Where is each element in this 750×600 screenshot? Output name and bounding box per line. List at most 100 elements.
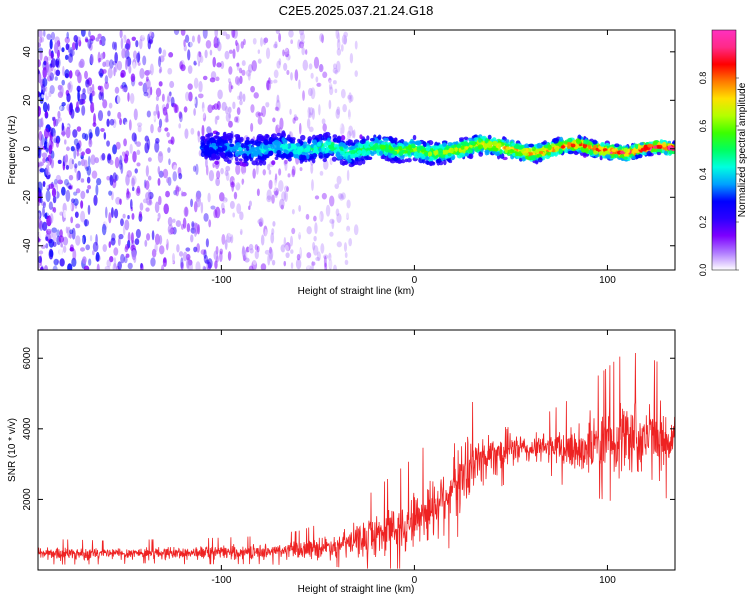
- spectrogram-noise-cell: [151, 248, 157, 258]
- spectrogram-signal-cell: [604, 154, 611, 158]
- spectrogram-signal-cell: [478, 137, 482, 143]
- spectrogram-noise-cell: [241, 164, 247, 175]
- spectrogram-noise-cell: [170, 96, 175, 107]
- spectrogram-noise-cell: [89, 86, 93, 93]
- spectrogram-noise-cell: [260, 37, 263, 47]
- spectrogram-noise-cell: [202, 265, 206, 270]
- spectrogram-noise-cell: [104, 81, 109, 90]
- spectrogram-noise-cell: [48, 105, 55, 117]
- spectrogram-noise-cell: [69, 102, 73, 113]
- spectrogram-noise-cell: [236, 196, 241, 201]
- spectrogram-signal-cell: [667, 145, 673, 151]
- spectrogram-noise-cell: [252, 168, 256, 179]
- spectrogram-signal-cell: [393, 150, 398, 156]
- spectrogram-signal-cell: [384, 147, 389, 153]
- spectrogram-noise-cell: [143, 179, 147, 189]
- spectrogram-noise-cell: [60, 242, 63, 248]
- spectrogram-noise-cell: [47, 226, 52, 232]
- spectrogram-noise-cell: [39, 50, 43, 61]
- spectrogram-noise-cell: [70, 145, 75, 152]
- spectrogram-noise-cell: [61, 47, 65, 53]
- spectrogram-noise-cell: [67, 53, 74, 63]
- spectrogram-noise-cell: [205, 165, 209, 176]
- spectrogram-noise-cell: [154, 243, 158, 253]
- spectrogram-noise-cell: [193, 77, 199, 89]
- spectrogram-noise-cell: [208, 219, 212, 228]
- spectrogram-signal-cell: [653, 145, 657, 149]
- spectrogram-noise-cell: [274, 190, 279, 196]
- snr-x-ticks: -100 0 100: [211, 330, 616, 586]
- spectrogram-noise-cell: [158, 47, 162, 54]
- spectrogram-signal-cell: [592, 139, 598, 145]
- spectrogram-noise-cell: [45, 164, 50, 177]
- spectrogram-noise-cell: [199, 55, 204, 63]
- spectrogram-noise-cell: [80, 190, 86, 200]
- spectrogram-signal-cell: [588, 145, 592, 150]
- spectrogram-noise-cell: [96, 177, 102, 186]
- spectrogram-noise-cell: [120, 218, 124, 227]
- spectrogram-noise-cell: [113, 257, 117, 269]
- spectrogram-signal-cell: [389, 147, 394, 151]
- spectrogram-noise-cell: [208, 188, 213, 195]
- spectrogram-noise-cell: [236, 115, 240, 124]
- spectrogram-noise-cell: [125, 253, 130, 258]
- spectrogram-noise-cell: [266, 80, 270, 91]
- spectrogram-signal-cell: [390, 139, 397, 143]
- spectrogram-y-tick-label: 40: [22, 46, 33, 58]
- spectrogram-signal-cell: [323, 155, 329, 159]
- spectrogram-noise-cell: [293, 116, 299, 121]
- spectrogram-noise-cell: [322, 123, 327, 132]
- spectrogram-noise-cell: [162, 237, 168, 245]
- spectrogram-x-tick-label: 100: [599, 275, 616, 286]
- spectrogram-noise-cell: [145, 78, 151, 90]
- spectrogram-noise-cell: [299, 247, 302, 259]
- spectrogram-signal-cell: [433, 150, 438, 156]
- spectrogram-signal-cell: [379, 144, 386, 150]
- spectrogram-noise-cell: [112, 144, 117, 155]
- spectrogram-signal-cell: [469, 140, 475, 146]
- spectrogram-noise-cell: [197, 130, 200, 137]
- spectrogram-noise-cell: [154, 201, 160, 213]
- colorbar-gradient: [711, 29, 737, 271]
- spectrogram-noise-cell: [316, 251, 321, 262]
- spectrogram-signal-cell: [592, 144, 598, 149]
- spectrogram-noise-cell: [184, 128, 189, 139]
- spectrogram-signal-cell: [536, 153, 543, 159]
- spectrogram-noise-cell: [146, 69, 152, 75]
- spectrogram-noise-cell: [351, 130, 355, 139]
- spectrogram-noise-cell: [127, 214, 130, 220]
- spectrogram-noise-cell: [290, 35, 293, 44]
- spectrogram-noise-cell: [64, 139, 67, 145]
- spectrogram-noise-cell: [190, 211, 193, 218]
- spectrogram-noise-cell: [65, 226, 69, 234]
- spectrogram-noise-cell: [349, 52, 354, 64]
- spectrogram-noise-cell: [157, 166, 161, 175]
- spectrogram-noise-cell: [73, 148, 77, 160]
- spectrogram-signal-cell: [330, 146, 335, 152]
- spectrogram-signal-cell: [391, 154, 396, 158]
- spectrogram-signal-cell: [203, 145, 208, 151]
- spectrogram-signal-cell: [312, 139, 318, 146]
- colorbar-ticks: 0.0 0.2 0.4 0.6 0.8: [698, 72, 739, 276]
- spectrogram-signal-cell: [468, 148, 473, 154]
- spectrogram-signal-cell: [643, 144, 648, 151]
- spectrogram-noise-cell: [347, 109, 351, 120]
- spectrogram-noise-cell: [123, 154, 129, 164]
- spectrogram-noise-cell: [133, 213, 138, 220]
- spectrogram-noise-cell: [335, 60, 341, 73]
- spectrogram-noise-cell: [344, 163, 349, 172]
- spectrogram-noise-cell: [57, 110, 61, 119]
- spectrogram-noise-cell: [281, 73, 287, 78]
- spectrogram-noise-cell: [203, 266, 207, 270]
- spectrogram-noise-cell: [188, 91, 193, 102]
- spectrogram-noise-cell: [86, 84, 90, 95]
- spectrogram-noise-cell: [202, 75, 208, 81]
- spectrogram-signal-cell: [218, 136, 222, 140]
- spectrogram-noise-cell: [173, 30, 180, 36]
- spectrogram-signal-cell: [306, 153, 310, 160]
- spectrogram-noise-cell: [150, 123, 154, 134]
- spectrogram-noise-cell: [39, 161, 44, 167]
- spectrogram-noise-cell: [158, 170, 164, 178]
- spectrogram-noise-cell: [248, 200, 252, 207]
- spectrogram-noise-cell: [260, 234, 265, 246]
